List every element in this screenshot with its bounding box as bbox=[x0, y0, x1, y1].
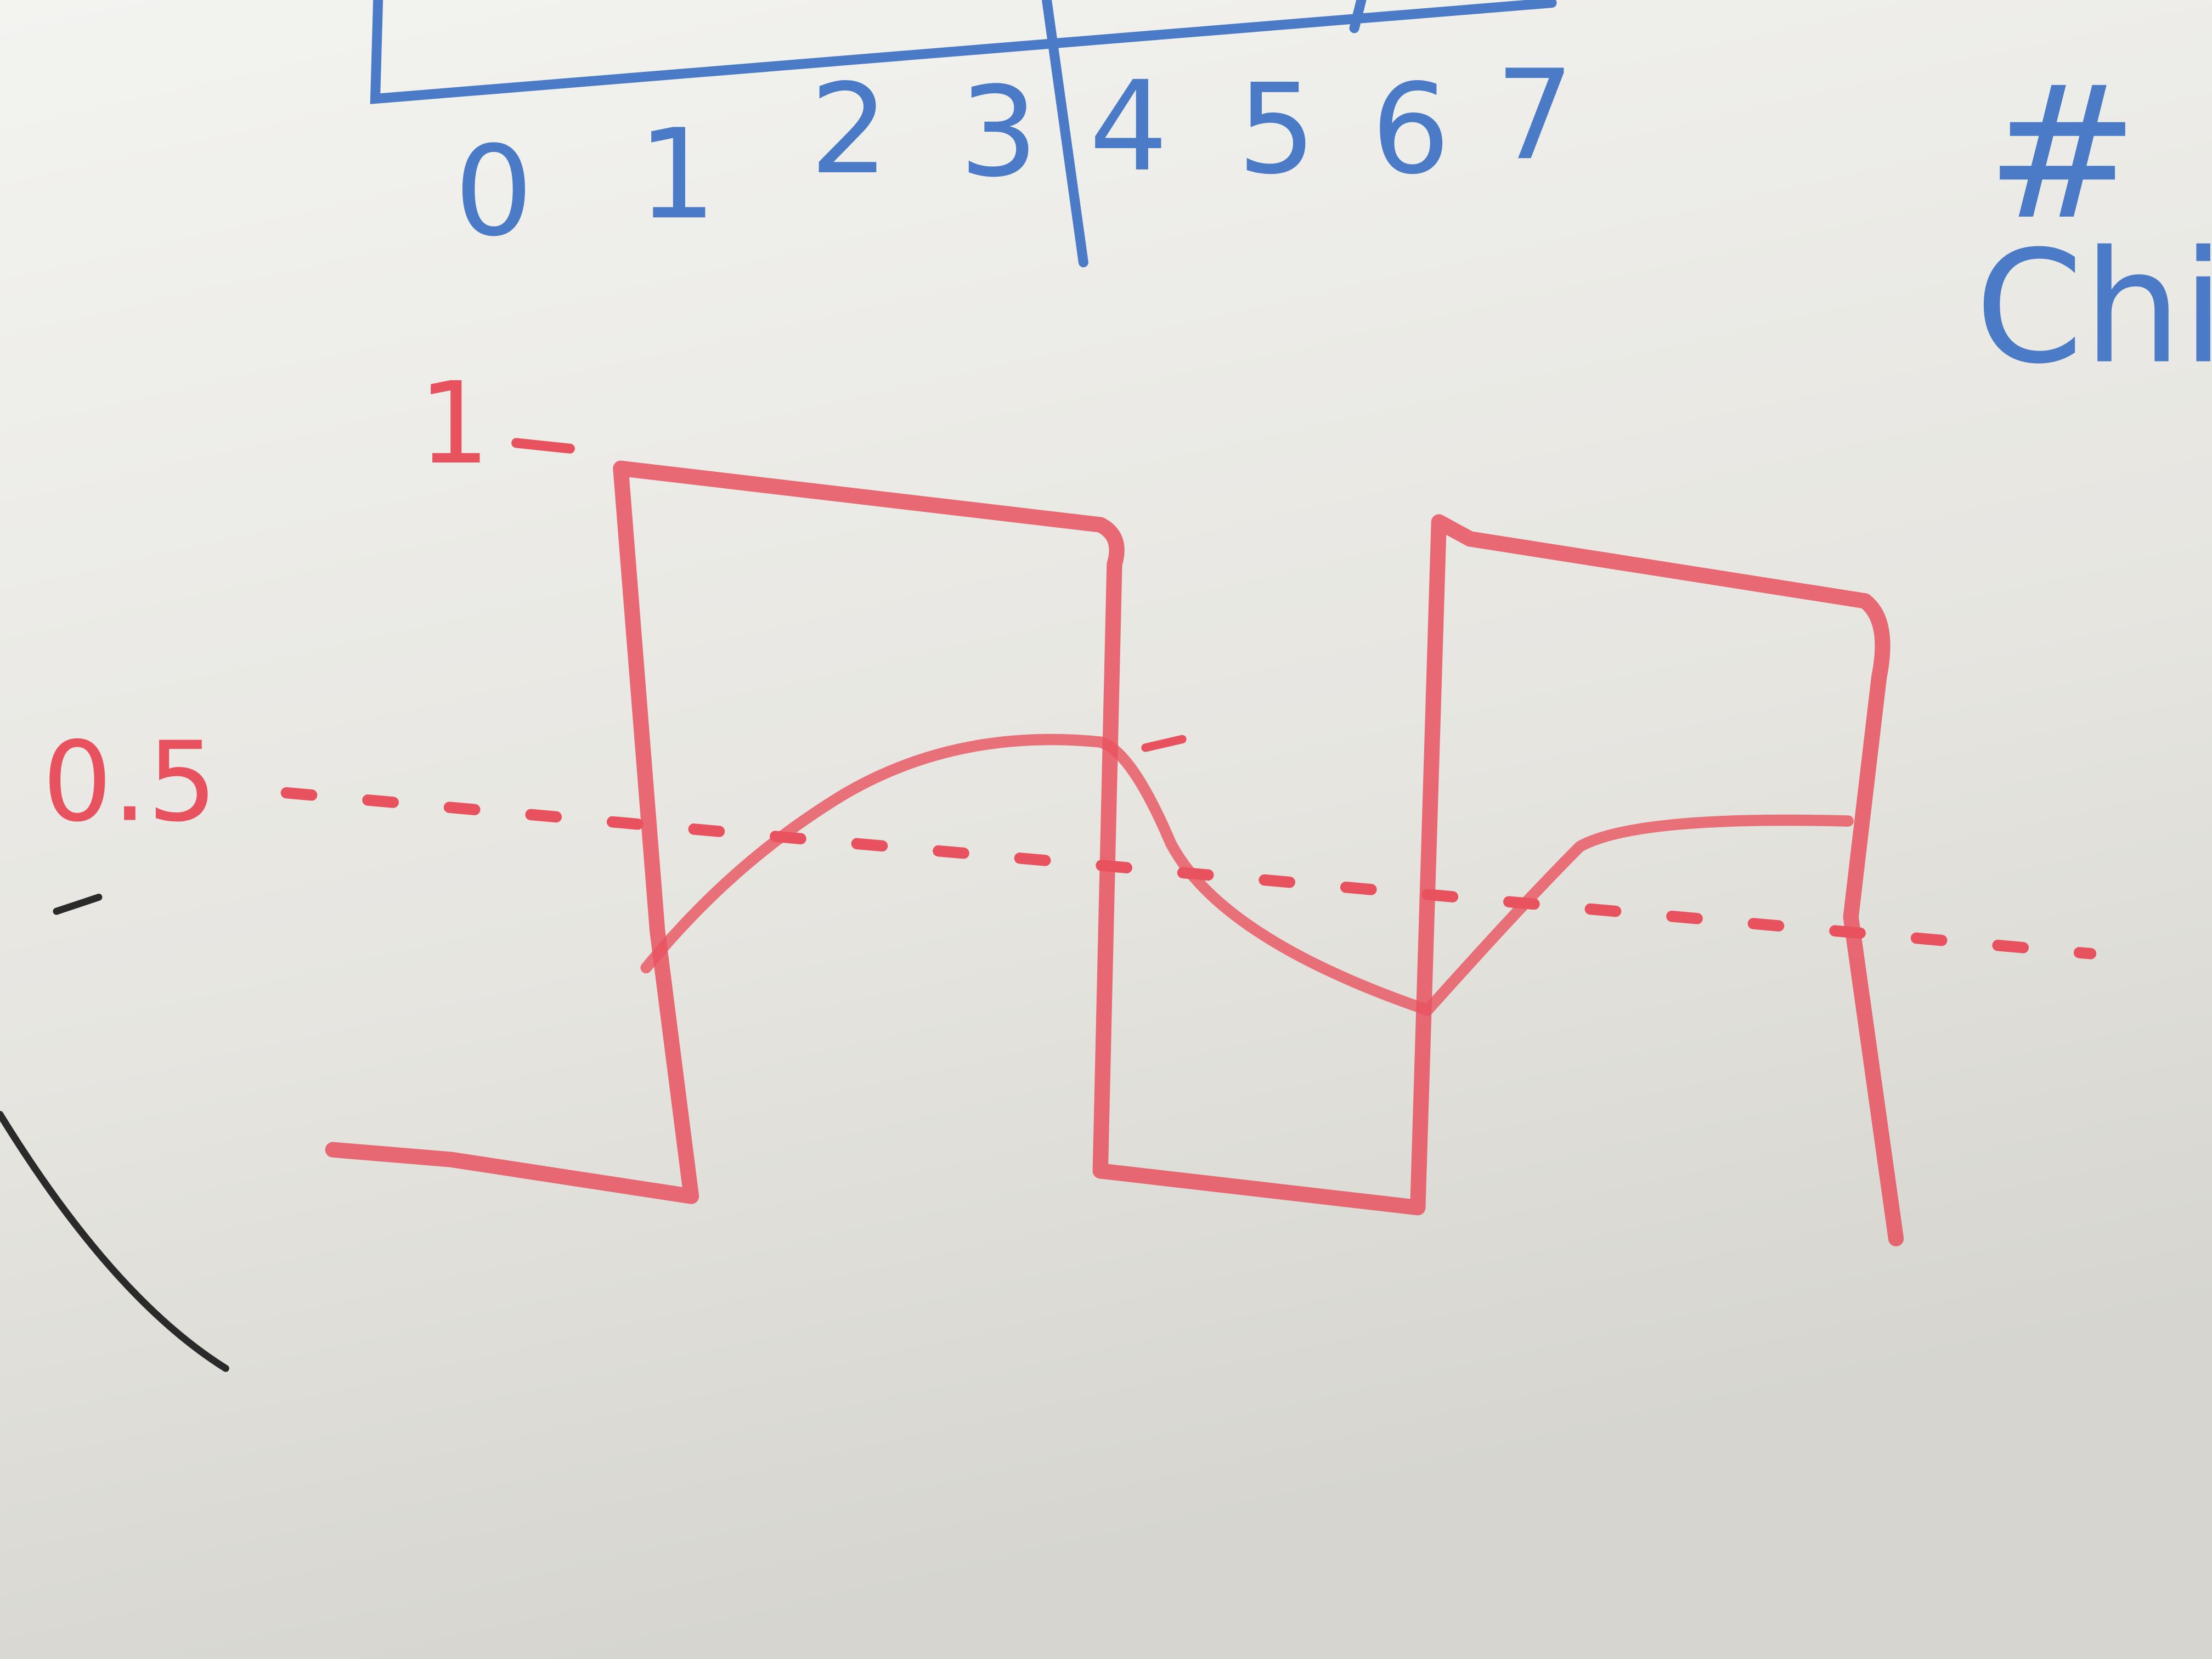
y-label: 0.5 bbox=[42, 719, 217, 847]
axis-label: 7 bbox=[1496, 43, 1575, 188]
tick-dash bbox=[511, 438, 575, 454]
axis-stroke bbox=[1349, 0, 1367, 33]
smooth-curve bbox=[640, 733, 1854, 1016]
blue-axes bbox=[370, 0, 1557, 268]
top-axis-labels: 0 1 2 3 4 5 6 7 bbox=[454, 43, 1575, 264]
axis-label: 4 bbox=[1089, 55, 1168, 199]
axis-label: 1 bbox=[637, 103, 716, 247]
black-sketch bbox=[0, 894, 229, 1372]
black-mark bbox=[53, 894, 103, 915]
note-symbol: # bbox=[1985, 47, 2139, 260]
square-wave bbox=[325, 460, 1904, 1246]
axis-label: 2 bbox=[810, 58, 889, 202]
axis-line bbox=[370, 0, 1557, 104]
black-curve bbox=[0, 1111, 229, 1372]
axis-label: 6 bbox=[1371, 58, 1450, 202]
red-sketch bbox=[280, 438, 2097, 1246]
divider-line bbox=[1042, 0, 1088, 268]
axis-label: 0 bbox=[454, 120, 533, 264]
axis-label: 5 bbox=[1237, 58, 1316, 202]
y-label: 1 bbox=[419, 358, 490, 489]
axis-label: 3 bbox=[960, 60, 1039, 205]
note-text: Chi bbox=[1975, 217, 2212, 398]
tick-dash bbox=[1141, 735, 1187, 752]
